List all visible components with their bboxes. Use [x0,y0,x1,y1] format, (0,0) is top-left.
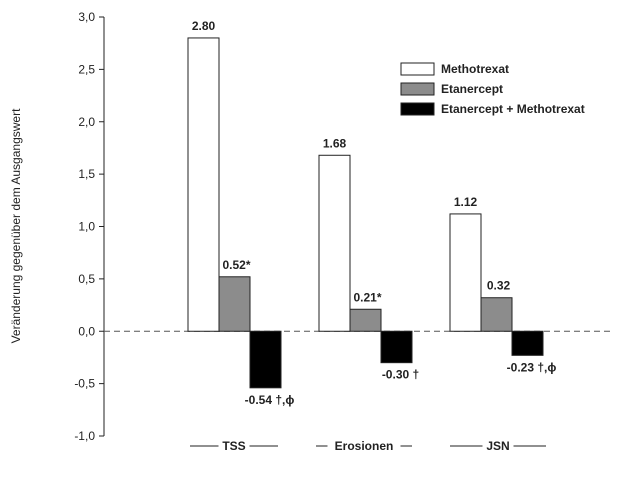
legend-label: Methotrexat [441,62,509,76]
y-tick-label: 3,0 [78,10,95,24]
bar-etanercept-tss [218,276,251,332]
bar-etanercept-methotrexat-tss [249,330,282,389]
data-label: -0.54 †,ϕ [245,393,295,407]
bar-etanercept-erosionen [349,308,382,332]
legend-swatch [400,102,435,116]
y-tick-label: 0,0 [78,324,95,338]
category-label: JSN [486,439,509,453]
y-tick-label: -0,5 [74,377,95,391]
data-label: 0.32 [487,279,511,293]
y-tick-label: 2,0 [78,115,95,129]
bar-methotrexat-jsn [449,213,482,332]
data-labels: 2.80 0.52* -0.54 †,ϕ 1.68 0.21* -0.30 † 1.12 0.… [192,19,557,407]
data-label: 2.80 [192,19,216,33]
legend-label: Etanercept + Methotrexat [441,102,585,116]
bar-etanercept-methotrexat-erosionen [380,330,413,364]
bar-methotrexat-tss [187,37,220,332]
data-label: 0.52* [222,258,250,272]
legend-swatch [400,62,435,76]
data-label: 1.12 [454,195,478,209]
y-tick-label: 2,5 [78,62,95,76]
bar-etanercept-jsn [480,297,513,332]
data-label: -0.30 † [382,368,419,382]
y-tick-label: 0,5 [78,272,95,286]
y-tick-label: 1,0 [78,220,95,234]
y-tick-label: 1,5 [78,167,95,181]
bar-etanercept-methotrexat-jsn [511,330,544,356]
legend-label: Etanercept [441,82,503,96]
legend-swatch [400,82,435,96]
category-label: TSS [222,439,245,453]
data-label: 1.68 [323,136,347,150]
category-label: Erosionen [335,439,394,453]
bars [187,37,544,389]
y-tick-label: -1,0 [74,429,95,443]
data-label: 0.21* [353,290,381,304]
y-axis-label: Veränderung gegenüber dem Ausgangswert [9,108,23,344]
category-labels: TSS Erosionen JSN [190,439,546,453]
data-label: -0.23 †,ϕ [507,360,557,374]
bar-methotrexat-erosionen [318,154,351,332]
legend: Methotrexat Etanercept Etanercept + Methot… [400,62,585,116]
